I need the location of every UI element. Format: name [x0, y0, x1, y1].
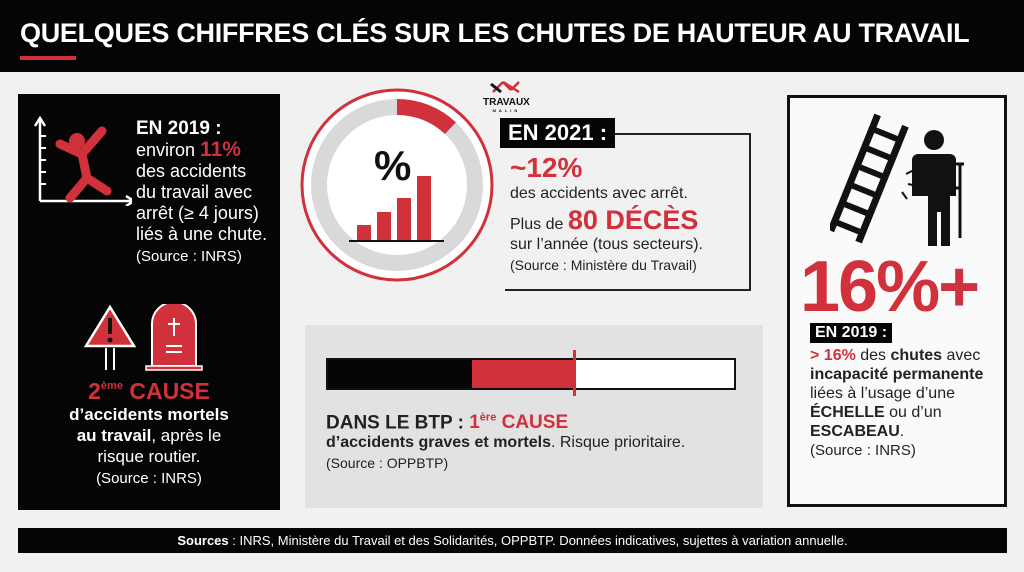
deaths-value: 80 DÉCÈS [567, 205, 699, 235]
stat-source: (Source : INRS) [136, 248, 242, 265]
title-underline [20, 56, 76, 60]
footer-text: : INRS, Ministère du Travail et des Soli… [228, 533, 848, 548]
ladder-value: > 16% [810, 347, 856, 364]
bold-text: ÉCHELLE [810, 404, 885, 421]
btp-source: (Source : OPPBTP) [326, 455, 449, 472]
btp-text: DANS LE BTP : 1ère CAUSE d’accidents gra… [326, 408, 685, 473]
travaux-malin-logo: TRAVAUX MALIN [483, 80, 530, 113]
text: ou d’un [884, 404, 942, 421]
bold-text: ESCABEAU [810, 423, 900, 440]
rank-sup: ème [100, 380, 123, 392]
cause-label: CAUSE [122, 378, 210, 404]
footer-sources: Sources : INRS, Ministère du Travail et … [18, 528, 1007, 553]
stat-text: des accidents du travail avec arrêt (≥ 4… [136, 161, 268, 244]
stat-2021-text: ~12% des accidents avec arrêt. Plus de 8… [510, 152, 703, 275]
donut-fill [311, 99, 483, 271]
ladder-source: (Source : INRS) [810, 442, 916, 459]
cause-source: (Source : INRS) [96, 470, 202, 487]
text: liées à l’usage d’une [810, 385, 955, 402]
stat-label: EN 2019 : [136, 118, 222, 139]
risk-bar-black [328, 360, 472, 388]
footer-bold: Sources [177, 533, 229, 548]
stat-value: 11% [200, 138, 241, 161]
btp-rank: 1 [469, 412, 480, 434]
text: des [855, 347, 891, 364]
risk-bar-marker [573, 350, 576, 396]
stat-2021-label: EN 2021 : [500, 118, 616, 148]
broken-ladder-icon [830, 113, 918, 244]
deaths-text: sur l’année (tous secteurs). [510, 236, 703, 253]
injured-person-crutch-icon [912, 130, 964, 246]
right-panel: 16%+ EN 2019 : > 16% des chutes avec inc… [787, 95, 1007, 507]
deaths-pre: Plus de [510, 216, 568, 233]
left-panel: EN 2019 : environ 11% des accidents du t… [18, 94, 280, 510]
cause-bold: d’accidents mortels au travail [69, 405, 229, 445]
stat-2019-falls: EN 2019 : environ 11% des accidents du t… [136, 118, 271, 267]
btp-panel [305, 325, 763, 508]
risk-bar-red [472, 360, 576, 388]
stat-pre: environ [136, 140, 201, 160]
warning-sign-icon [84, 304, 137, 370]
percent-bar-chart-icon: % [349, 142, 444, 242]
ladder-stat-text: > 16% des chutes avec incapacité permane… [810, 346, 1004, 460]
stat-2021-text1: des accidents avec arrêt. [510, 185, 688, 202]
svg-text:%: % [374, 142, 411, 189]
percent-donut: % [300, 88, 494, 282]
stat-second-cause: 2ème CAUSE d’accidents mortels au travai… [18, 376, 280, 489]
text: avec [942, 347, 981, 364]
stat-2021-value: ~12% [510, 152, 583, 183]
btp-rank-sup: ère [479, 412, 497, 424]
title-bar [0, 0, 1024, 72]
risk-bar [326, 358, 736, 390]
icons-group [84, 304, 203, 371]
page-title: QUELQUES CHIFFRES CLÉS SUR LES CHUTES DE… [20, 18, 970, 48]
btp-label: DANS LE BTP : [326, 412, 470, 434]
falling-person-chart-icon [33, 116, 132, 206]
bold-text: incapacité permanente [810, 366, 984, 383]
btp-rest: . Risque prioritaire. [550, 434, 686, 452]
hammer-logo-icon [490, 80, 521, 94]
logo-name: TRAVAUX [483, 97, 530, 108]
big-stat-value: 16%+ [800, 247, 980, 327]
bold-text: chutes [890, 347, 943, 364]
tombstone-icon [145, 304, 203, 371]
stat-2021-box [505, 133, 751, 291]
stat-2019-label: EN 2019 : [810, 323, 893, 343]
btp-bold: d’accidents graves et mortels [326, 434, 551, 452]
rank: 2 [88, 378, 101, 404]
logo-sub: MALIN [492, 108, 521, 113]
cause-rest: , après le risque routier. [97, 426, 222, 466]
text: . [899, 423, 905, 440]
stat-2021-source: (Source : Ministère du Travail) [510, 257, 697, 273]
btp-cause: CAUSE [496, 412, 569, 434]
